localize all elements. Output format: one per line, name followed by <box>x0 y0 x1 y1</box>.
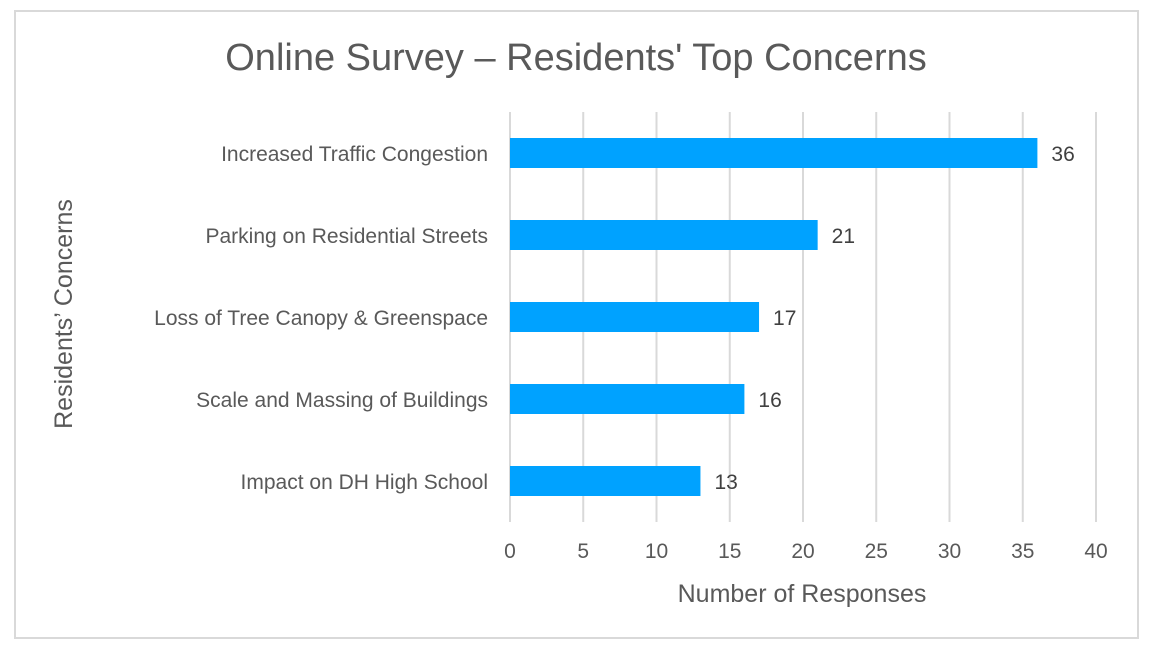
data-labels: 36 21 17 16 13 <box>714 143 1074 494</box>
bar <box>510 384 745 414</box>
x-tick-label: 15 <box>718 540 741 563</box>
category-label: Scale and Massing of Buildings <box>196 389 488 412</box>
category-label: Impact on DH High School <box>241 471 488 494</box>
bar <box>510 220 818 250</box>
bar <box>510 466 701 496</box>
data-label: 36 <box>1051 143 1074 166</box>
category-label: Loss of Tree Canopy & Greenspace <box>154 307 488 330</box>
x-tick-label: 5 <box>577 540 589 563</box>
y-axis-title: Residents’ Concerns <box>50 199 78 429</box>
x-tick-labels: 0 5 10 15 20 25 30 35 40 <box>504 540 1108 563</box>
x-tick-label: 0 <box>504 540 516 563</box>
data-label: 21 <box>832 225 855 248</box>
chart-title: Online Survey – Residents' Top Concerns <box>225 37 926 79</box>
category-labels: Increased Traffic Congestion Parking on R… <box>154 143 488 494</box>
data-label: 13 <box>714 471 737 494</box>
x-tick-label: 40 <box>1084 540 1107 563</box>
x-tick-label: 25 <box>865 540 888 563</box>
category-label: Increased Traffic Congestion <box>221 143 488 166</box>
bar <box>510 138 1038 168</box>
x-tick-label: 10 <box>645 540 668 563</box>
gridlines <box>509 112 1097 522</box>
bar <box>510 302 760 332</box>
x-axis-title: Number of Responses <box>678 580 927 608</box>
x-tick-label: 20 <box>791 540 814 563</box>
data-label: 16 <box>758 389 781 412</box>
x-tick-label: 35 <box>1011 540 1034 563</box>
category-label: Parking on Residential Streets <box>206 225 489 248</box>
bars <box>510 138 1038 496</box>
data-label: 17 <box>773 307 796 330</box>
x-tick-label: 30 <box>938 540 961 563</box>
